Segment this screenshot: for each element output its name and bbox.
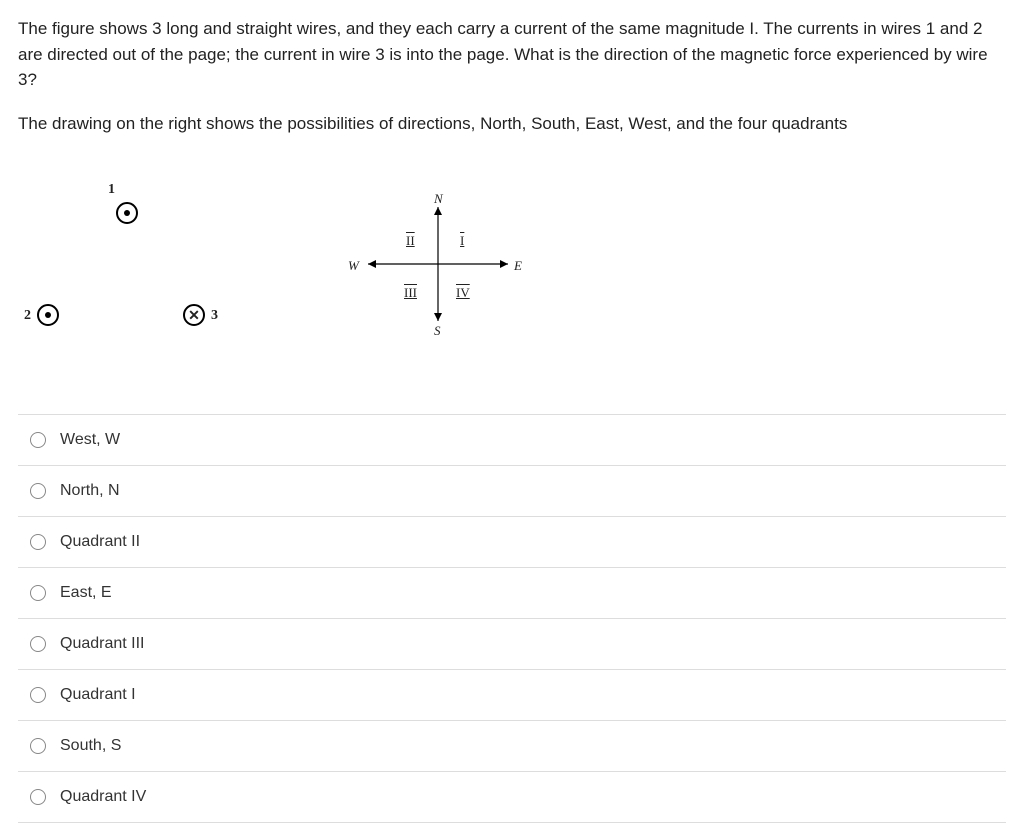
radio-icon: [30, 432, 46, 448]
dot-out-icon: [116, 202, 138, 224]
wire-1-label: 1: [108, 179, 115, 200]
compass-east-label: E: [514, 256, 522, 276]
option-label: East, E: [60, 581, 112, 605]
compass-diagram: N S E W I II III IV: [328, 189, 548, 339]
compass-south-label: S: [434, 321, 441, 341]
option-row[interactable]: East, E: [18, 568, 1006, 619]
dot-out-icon: [37, 304, 59, 326]
option-label: Quadrant IV: [60, 785, 146, 809]
question-stem: The figure shows 3 long and straight wir…: [18, 16, 1006, 136]
compass-q4-label: IV: [456, 283, 470, 303]
radio-icon: [30, 534, 46, 550]
compass-q2-label: II: [406, 231, 415, 251]
option-label: Quadrant II: [60, 530, 140, 554]
wire-3-label: 3: [211, 305, 218, 326]
option-row[interactable]: West, W: [18, 415, 1006, 466]
option-row[interactable]: South, S: [18, 721, 1006, 772]
question-paragraph-1: The figure shows 3 long and straight wir…: [18, 16, 1006, 93]
compass-q3-label: III: [404, 283, 417, 303]
radio-icon: [30, 738, 46, 754]
option-row[interactable]: Quadrant III: [18, 619, 1006, 670]
compass-west-label: W: [348, 256, 359, 276]
figure-area: 1 2 ✕ 3 N S E W I II III IV: [18, 154, 1006, 384]
radio-icon: [30, 585, 46, 601]
option-label: Quadrant I: [60, 683, 136, 707]
answer-options: West, W North, N Quadrant II East, E Qua…: [18, 414, 1006, 823]
wires-diagram: 1 2 ✕ 3: [18, 174, 238, 354]
radio-icon: [30, 483, 46, 499]
option-row[interactable]: Quadrant I: [18, 670, 1006, 721]
wire-2-label: 2: [24, 305, 31, 326]
option-label: South, S: [60, 734, 121, 758]
compass-north-label: N: [434, 189, 443, 209]
wire-2: 2: [24, 304, 59, 326]
option-row[interactable]: Quadrant II: [18, 517, 1006, 568]
compass-q1-label: I: [460, 231, 464, 251]
option-label: North, N: [60, 479, 120, 503]
option-row[interactable]: North, N: [18, 466, 1006, 517]
option-label: West, W: [60, 428, 120, 452]
option-row[interactable]: Quadrant IV: [18, 772, 1006, 823]
radio-icon: [30, 636, 46, 652]
wire-3: ✕ 3: [183, 304, 218, 326]
radio-icon: [30, 687, 46, 703]
cross-in-icon: ✕: [183, 304, 205, 326]
radio-icon: [30, 789, 46, 805]
wire-1: 1: [116, 179, 138, 224]
option-label: Quadrant III: [60, 632, 145, 656]
question-paragraph-2: The drawing on the right shows the possi…: [18, 111, 1006, 137]
